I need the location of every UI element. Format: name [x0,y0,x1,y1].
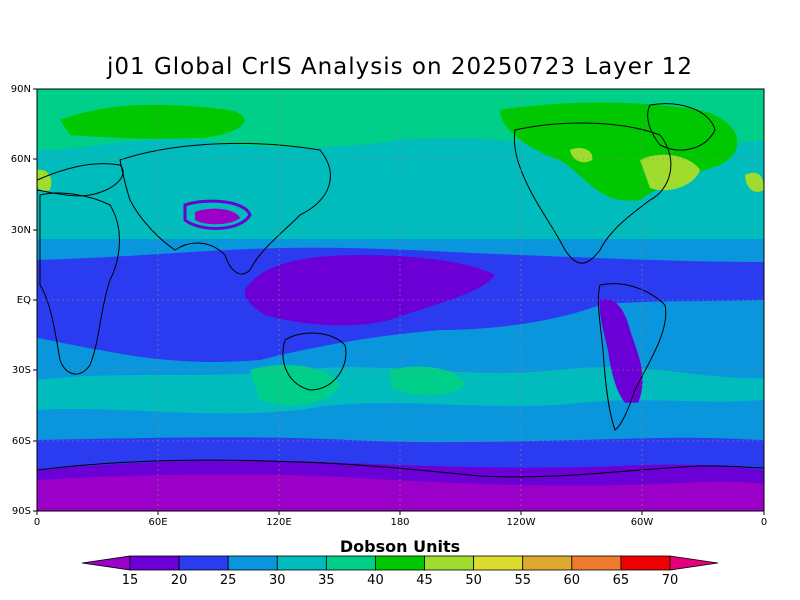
colorbar-tick-label: 30 [269,573,286,588]
colorbar-title: Dobson Units [339,537,461,556]
map-title: j01 Global CrIS Analysis on 20250723 Lay… [107,54,693,80]
colorbar-swatch [227,555,278,571]
colorbar-tick-label: 50 [465,573,482,588]
lat-labels: 90N 60N 30N EQ 30S 60S 90S [11,84,31,517]
colorbar-swatch [129,555,180,571]
colorbar-swatch [325,555,376,571]
axis-ticks [33,88,765,515]
colorbar-tick-label: 70 [662,573,679,588]
colorbar-swatch [473,555,524,571]
coastlines [37,103,764,478]
colorbar-swatch [178,555,229,571]
colorbar-swatch [620,555,671,571]
lat-label-90s: 90S [12,506,31,517]
colorbar-swatch [424,555,475,571]
colorbar-tick-label: 15 [122,573,139,588]
lat-label-30n: 30N [11,225,31,236]
colorbar-high-arrow [669,555,719,571]
lat-label-60n: 60N [11,154,31,165]
colorbar-swatch [571,555,622,571]
colorbar-low-arrow [81,555,131,571]
colorbar-tick-label: 25 [220,573,237,588]
colorbar-tick-label: 40 [367,573,384,588]
colorbar-tick-label: 65 [613,573,630,588]
colorbar-swatch [522,555,573,571]
colorbar-swatch [375,555,425,571]
lon-label-120e: 120E [266,517,291,528]
colorbar-tick-label: 45 [416,573,433,588]
lon-label-0-right: 0 [761,517,767,528]
lon-label-60e: 60E [148,517,167,528]
lon-label-0-left: 0 [34,517,40,528]
lon-label-60w: 60W [631,517,654,528]
lat-label-30s: 30S [12,365,31,376]
colorbar-tick-label: 20 [171,573,188,588]
lat-label-eq: EQ [17,295,31,306]
colorbar-tick-label: 35 [318,573,335,588]
graticule [37,89,764,511]
lat-label-90n: 90N [11,84,31,95]
lat-label-60s: 60S [12,436,31,447]
lon-label-120w: 120W [507,517,536,528]
lon-label-180: 180 [390,517,409,528]
colorbar-tick-label: 55 [514,573,531,588]
colorbar: 15 20 25 30 35 40 45 50 55 60 65 70 [81,555,719,588]
colorbar-tick-label: 60 [564,573,581,588]
colorbar-swatch [276,555,327,571]
lon-labels: 0 60E 120E 180 120W 60W 0 [34,517,767,528]
